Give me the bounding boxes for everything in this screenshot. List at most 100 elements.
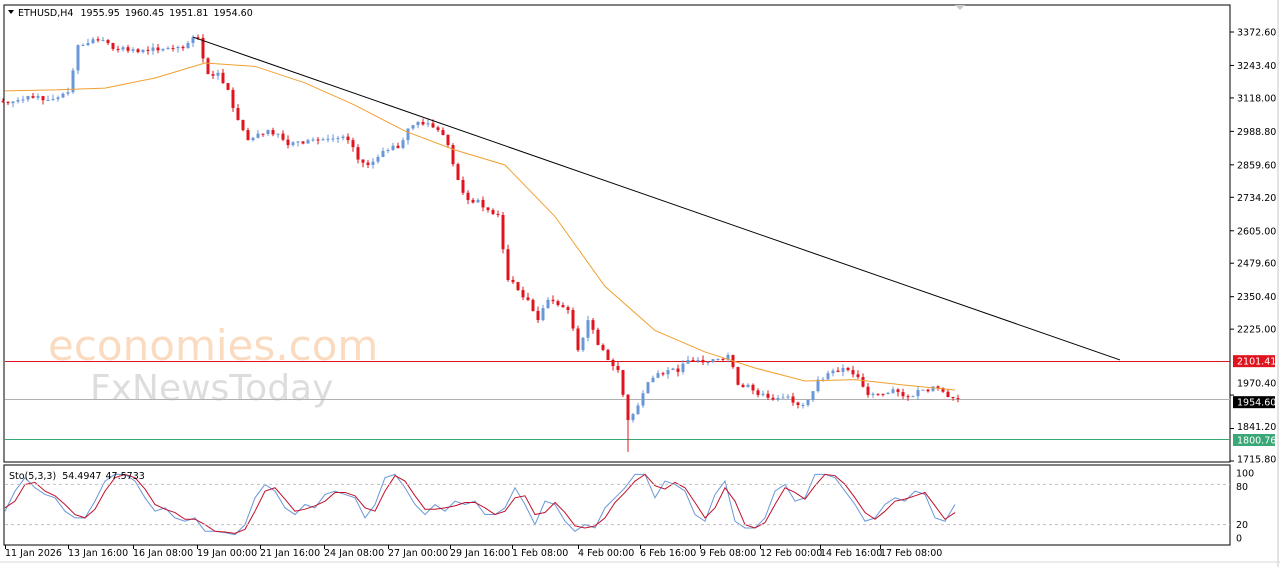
bear-candle <box>236 108 240 120</box>
bull-candle <box>376 156 380 162</box>
bear-candle <box>906 396 910 398</box>
bear-candle <box>936 386 940 388</box>
bull-candle <box>656 373 660 378</box>
bear-candle <box>106 40 110 44</box>
bear-candle <box>456 164 460 181</box>
bear-candle <box>271 130 275 135</box>
bull-candle <box>151 47 155 51</box>
bull-candle <box>831 370 835 374</box>
stochastic-level-label: 20 <box>1236 520 1248 531</box>
trendline[interactable] <box>192 36 1121 361</box>
price-tick-label: 2988.80 <box>1237 127 1276 138</box>
shift-marker-icon[interactable] <box>955 5 965 10</box>
bear-candle <box>511 279 515 283</box>
bear-candle <box>861 377 865 387</box>
bear-candle <box>881 393 885 395</box>
bear-candle <box>616 365 620 371</box>
time-tick-label: 13 Jan 16:00 <box>68 548 128 559</box>
bull-candle <box>911 396 915 398</box>
bear-candle <box>661 373 665 375</box>
bear-candle <box>771 397 775 400</box>
bear-candle <box>856 374 860 378</box>
bear-candle <box>361 159 365 163</box>
moving-average-line <box>4 62 956 391</box>
price-axis: 3372.60 3243.40 3118.00 2988.80 2859.60 2734.… <box>1230 28 1276 466</box>
bull-candle <box>391 145 395 150</box>
bull-candle <box>726 355 730 360</box>
bear-candle <box>96 39 100 41</box>
bull-candle <box>56 97 60 100</box>
bear-candle <box>181 46 185 49</box>
bear-candle <box>536 310 540 321</box>
bear-candle <box>576 328 580 351</box>
bear-candle <box>676 368 680 372</box>
bear-candle <box>481 199 485 208</box>
bear-candle <box>226 83 230 90</box>
bull-candle <box>646 382 650 394</box>
stochastic-signal-line <box>4 473 956 534</box>
symbol-label: ETHUSD,H4 <box>18 8 73 19</box>
bull-candle <box>86 43 90 46</box>
stochastic-header: Sto(5,3,3) 54.4947 47.5733 <box>9 471 145 482</box>
bull-candle <box>26 96 30 100</box>
bull-candle <box>541 308 545 321</box>
price-tick-label: 1970.40 <box>1237 379 1276 390</box>
price-tick-label: 1841.20 <box>1237 422 1276 433</box>
bear-candle <box>261 133 265 135</box>
bear-candle <box>791 396 795 403</box>
bear-candle <box>196 37 200 39</box>
bear-candle <box>751 384 755 391</box>
bull-candle <box>21 99 25 101</box>
bear-candle <box>286 139 290 146</box>
horizontal-levels <box>5 361 1230 440</box>
bear-candle <box>1 101 5 103</box>
bull-candle <box>371 161 375 165</box>
bull-candle <box>381 150 385 157</box>
bull-candle <box>256 133 260 138</box>
dropdown-triangle-icon[interactable] <box>8 10 14 14</box>
bull-candle <box>341 136 345 139</box>
bull-candle <box>386 149 390 151</box>
bear-candle <box>571 309 575 329</box>
bear-candle <box>421 122 425 125</box>
bear-candle <box>396 145 400 148</box>
open-value: 1955.95 <box>81 8 120 19</box>
bear-candle <box>246 130 250 141</box>
bear-candle <box>281 133 285 140</box>
price-tick-label: 2734.20 <box>1237 193 1276 204</box>
price-level-box-support <box>1233 434 1275 447</box>
bear-candle <box>116 48 120 50</box>
bear-candle <box>566 307 570 310</box>
bear-candle <box>691 359 695 362</box>
bear-candle <box>156 47 160 51</box>
time-tick-label: 19 Jan 00:00 <box>197 548 257 559</box>
bear-candle <box>926 389 930 392</box>
bull-candle <box>191 37 195 44</box>
bear-candle <box>626 394 630 421</box>
bull-candle <box>321 139 325 141</box>
bull-candle <box>631 414 635 421</box>
bear-candle <box>6 102 10 104</box>
time-tick-label: 24 Jan 08:00 <box>324 548 384 559</box>
watermark-logo: economies.com FxNewsToday <box>48 321 378 409</box>
bull-candle <box>71 70 75 93</box>
bull-candle <box>161 48 165 51</box>
price-level-label-current: 1954.60 <box>1237 398 1276 409</box>
price-level-box-resistance <box>1233 355 1275 368</box>
bull-candle <box>811 391 815 400</box>
bear-candle <box>896 389 900 393</box>
bear-candle <box>211 74 215 76</box>
bear-candle <box>516 282 520 291</box>
bull-candle <box>296 141 300 143</box>
bull-candle <box>76 45 80 71</box>
bull-candle <box>406 128 410 141</box>
bull-candle <box>886 392 890 395</box>
bear-candle <box>31 96 35 98</box>
close-value: 1954.60 <box>213 8 252 19</box>
bear-candle <box>471 199 475 203</box>
bear-candle <box>501 214 505 250</box>
bull-candle <box>696 359 700 362</box>
bull-candle <box>706 362 710 364</box>
bull-candle <box>131 49 135 51</box>
stochastic-panel-frame <box>3 464 1231 546</box>
